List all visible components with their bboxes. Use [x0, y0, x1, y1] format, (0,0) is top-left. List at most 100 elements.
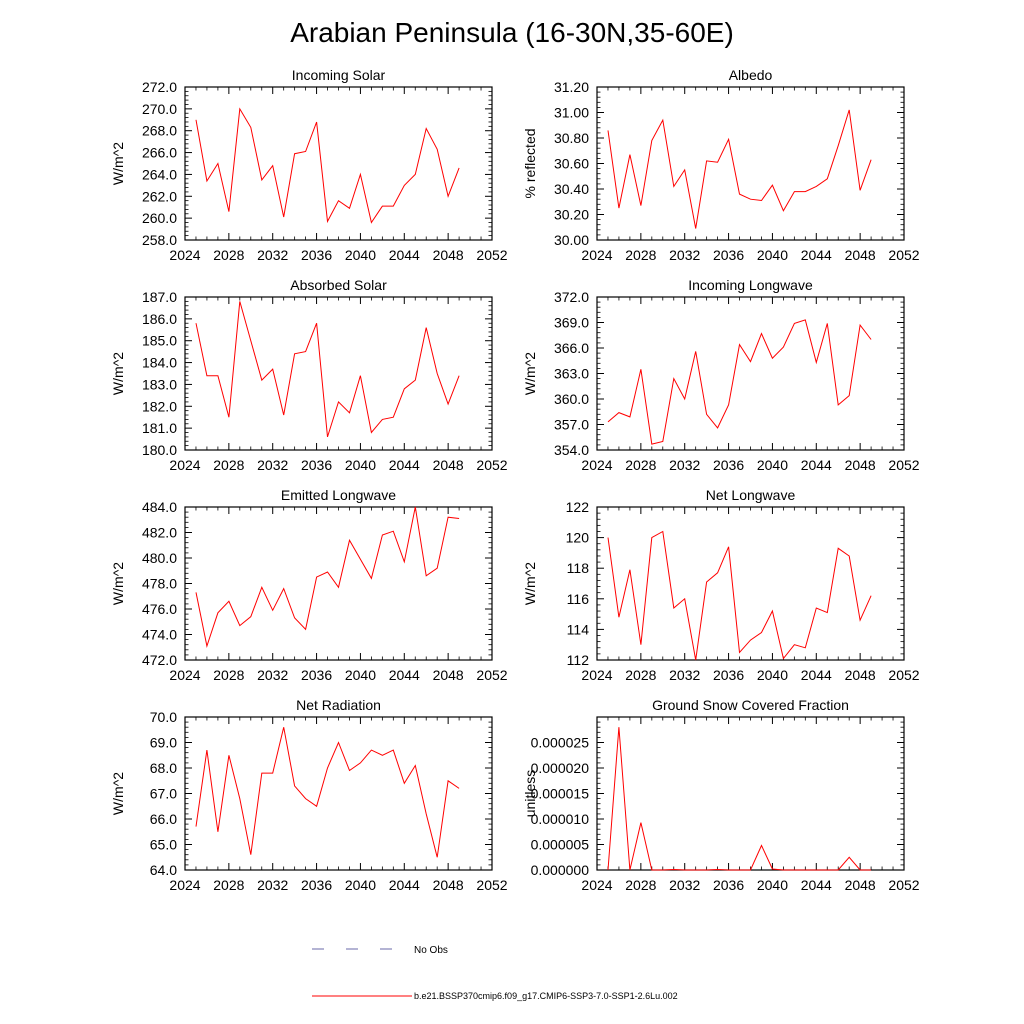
- figure-title: Arabian Peninsula (16-30N,35-60E): [290, 17, 734, 48]
- y-axis-label: % reflected: [522, 128, 538, 198]
- series-line: [607, 319, 872, 445]
- y-tick-label: 185.0: [142, 333, 177, 349]
- x-tick-label: 2052: [476, 247, 507, 263]
- legend-obs-label: No Obs: [414, 945, 448, 956]
- x-tick-label: 2048: [433, 457, 464, 473]
- x-tick-label: 2024: [581, 457, 612, 473]
- panel-title: Net Radiation: [296, 697, 381, 713]
- y-tick-label: 186.0: [142, 311, 177, 327]
- y-tick-label: 66.0: [150, 811, 177, 827]
- x-tick-label: 2032: [257, 247, 288, 263]
- y-tick-label: 0.000015: [531, 786, 590, 802]
- y-axis-label: W/m^2: [522, 562, 538, 605]
- x-tick-label: 2040: [757, 247, 788, 263]
- x-tick-label: 2032: [669, 877, 700, 893]
- x-tick-label: 2024: [581, 247, 612, 263]
- plot-frame: [184, 296, 493, 451]
- y-tick-label: 64.0: [150, 862, 177, 878]
- y-tick-label: 363.0: [554, 366, 589, 382]
- y-tick-label: 366.0: [554, 340, 589, 356]
- series-line: [607, 109, 872, 229]
- panel-title: Ground Snow Covered Fraction: [652, 697, 849, 713]
- x-tick-label: 2040: [757, 877, 788, 893]
- y-tick-label: 187.0: [142, 289, 177, 305]
- y-tick-label: 268.0: [142, 123, 177, 139]
- x-tick-label: 2048: [433, 877, 464, 893]
- x-tick-label: 2048: [433, 667, 464, 683]
- y-tick-label: 30.00: [554, 232, 589, 248]
- x-tick-label: 2032: [669, 667, 700, 683]
- x-tick-label: 2036: [713, 667, 744, 683]
- y-axis-label: unitless: [522, 770, 538, 817]
- x-tick-label: 2052: [888, 247, 919, 263]
- y-tick-label: 369.0: [554, 315, 589, 331]
- x-tick-label: 2032: [257, 667, 288, 683]
- x-tick-label: 2040: [345, 247, 376, 263]
- y-tick-label: 0.000000: [531, 862, 590, 878]
- x-tick-label: 2028: [213, 457, 244, 473]
- plot-frame: [184, 86, 493, 241]
- y-tick-label: 120: [566, 530, 590, 546]
- panel-3: Incoming Longwave W/m^2 2024 2028 2032 2036 20…: [522, 277, 920, 473]
- y-tick-label: 264.0: [142, 166, 177, 182]
- x-tick-label: 2052: [888, 457, 919, 473]
- y-tick-label: 31.20: [554, 79, 589, 95]
- x-tick-label: 2036: [301, 457, 332, 473]
- x-tick-label: 2032: [257, 457, 288, 473]
- x-tick-label: 2052: [476, 877, 507, 893]
- y-tick-label: 478.0: [142, 576, 177, 592]
- x-tick-label: 2052: [888, 667, 919, 683]
- x-tick-label: 2028: [625, 877, 656, 893]
- x-tick-label: 2040: [345, 877, 376, 893]
- series-line: [607, 530, 872, 661]
- y-tick-label: 182.0: [142, 398, 177, 414]
- x-tick-label: 2024: [169, 667, 200, 683]
- y-tick-label: 357.0: [554, 417, 589, 433]
- x-tick-label: 2028: [213, 667, 244, 683]
- y-tick-label: 472.0: [142, 652, 177, 668]
- y-tick-label: 0.000010: [531, 811, 590, 827]
- y-tick-label: 0.000025: [531, 735, 590, 751]
- y-axis-label: W/m^2: [110, 562, 126, 605]
- y-tick-label: 266.0: [142, 145, 177, 161]
- x-tick-label: 2048: [845, 877, 876, 893]
- y-tick-label: 68.0: [150, 760, 177, 776]
- x-tick-label: 2028: [213, 247, 244, 263]
- panel-title: Albedo: [729, 67, 773, 83]
- x-tick-label: 2036: [713, 247, 744, 263]
- y-tick-label: 354.0: [554, 442, 589, 458]
- x-tick-label: 2036: [301, 877, 332, 893]
- y-tick-label: 372.0: [554, 289, 589, 305]
- panel-0: Incoming Solar W/m^2 2024 2028 2032 2036 2040 2…: [110, 67, 508, 263]
- y-tick-label: 484.0: [142, 499, 177, 515]
- x-tick-label: 2036: [713, 457, 744, 473]
- legend-model-label: b.e21.BSSP370cmip6.f09_g17.CMIP6-SSP3-7.…: [414, 991, 678, 1001]
- plot-frame: [596, 86, 905, 241]
- y-tick-label: 30.80: [554, 130, 589, 146]
- y-axis-label: W/m^2: [110, 142, 126, 185]
- y-tick-label: 30.40: [554, 181, 589, 197]
- x-tick-label: 2024: [169, 457, 200, 473]
- series-line: [195, 301, 460, 438]
- x-tick-label: 2028: [625, 247, 656, 263]
- panel-title: Incoming Solar: [292, 67, 386, 83]
- series-line: [195, 107, 460, 224]
- panel-5: Net Longwave W/m^2 2024 2028 2032 2036 2040 204…: [522, 487, 920, 683]
- x-tick-label: 2052: [476, 457, 507, 473]
- x-tick-label: 2052: [888, 877, 919, 893]
- x-tick-label: 2028: [625, 457, 656, 473]
- y-tick-label: 30.60: [554, 156, 589, 172]
- series-line: [195, 506, 460, 648]
- panel-title: Emitted Longwave: [281, 487, 396, 503]
- x-tick-label: 2048: [845, 667, 876, 683]
- x-tick-label: 2044: [389, 457, 420, 473]
- x-tick-label: 2048: [845, 457, 876, 473]
- x-tick-label: 2044: [389, 667, 420, 683]
- x-tick-label: 2028: [625, 667, 656, 683]
- y-tick-label: 258.0: [142, 232, 177, 248]
- y-tick-label: 360.0: [554, 391, 589, 407]
- y-tick-label: 474.0: [142, 627, 177, 643]
- x-tick-label: 2040: [757, 667, 788, 683]
- x-tick-label: 2044: [801, 247, 832, 263]
